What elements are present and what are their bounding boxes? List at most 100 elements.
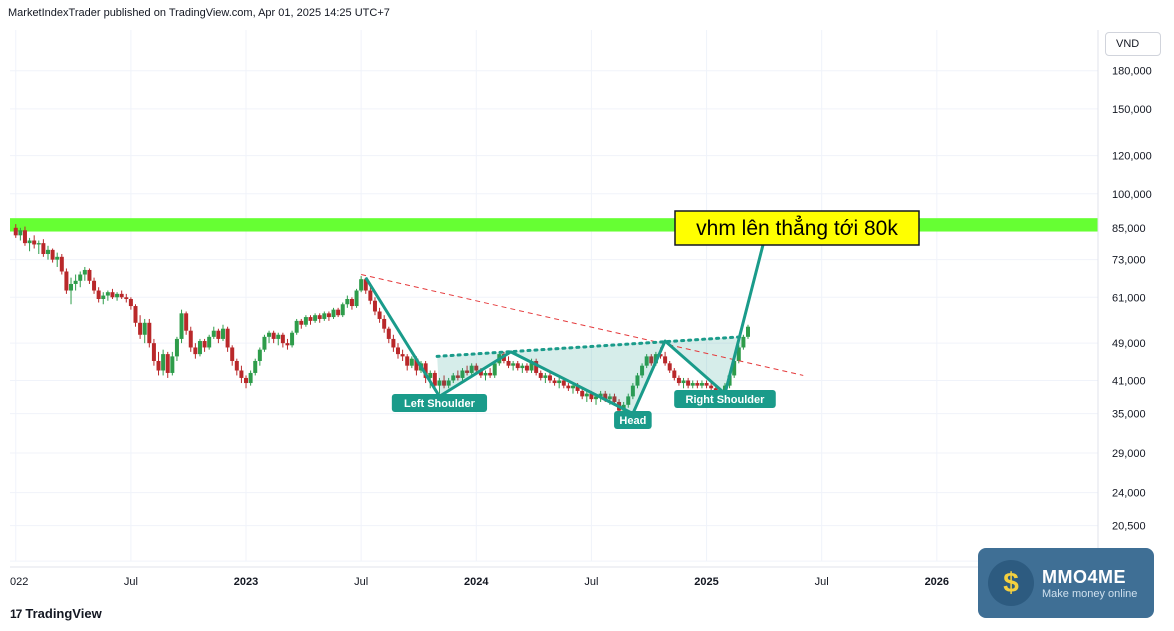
candle [391, 334, 396, 352]
candle [280, 332, 285, 348]
y-tick-label: 35,000 [1112, 409, 1146, 421]
candle-body [193, 347, 198, 355]
candle-body [409, 358, 414, 366]
candle-body [331, 309, 336, 318]
currency-selector[interactable]: VND [1105, 32, 1161, 56]
candle [230, 345, 235, 366]
candle [36, 240, 41, 255]
candle-body [382, 318, 387, 329]
candle-body [220, 328, 225, 339]
candle-body [87, 269, 92, 281]
candle [474, 363, 479, 373]
candle-body [704, 383, 709, 386]
candle-body [124, 297, 129, 300]
candle-body [663, 356, 668, 364]
candle [119, 290, 124, 300]
candle-body [271, 332, 276, 339]
candle [492, 360, 497, 378]
head-label: Head [614, 411, 652, 429]
candle [184, 311, 189, 335]
candle [13, 224, 18, 238]
candle-body [741, 336, 746, 348]
candle-body [603, 393, 608, 400]
candle-body [234, 360, 239, 371]
candle [354, 288, 359, 308]
candle-body [552, 380, 557, 384]
callout-bg [674, 210, 920, 246]
candle [115, 292, 120, 301]
pattern-fill-right [665, 336, 742, 394]
candle-body [547, 375, 552, 381]
candle-body [363, 279, 368, 291]
candle-body [207, 336, 212, 348]
candle-body [713, 388, 718, 391]
candle [303, 315, 308, 327]
candle [331, 307, 336, 319]
candle-body [460, 370, 465, 378]
x-tick-label: 2024 [464, 576, 489, 588]
candle-body [225, 328, 230, 348]
candle-body [570, 385, 575, 389]
candle [202, 338, 207, 352]
x-tick-label: Jul [584, 576, 598, 588]
candle-body [179, 313, 184, 339]
candle-body [216, 330, 221, 339]
callout-text: vhm lên thẳng tới 80k [696, 216, 898, 240]
candle [142, 318, 147, 344]
candle [676, 375, 681, 386]
candle [216, 328, 221, 344]
candle-body [308, 317, 313, 321]
candle-body [55, 256, 60, 260]
grid-layer [10, 30, 1098, 562]
candle-body [174, 338, 179, 357]
candle-body [451, 375, 456, 381]
candle-body [211, 330, 216, 337]
candle-body [147, 322, 152, 344]
candle-body [299, 320, 304, 325]
tradingview-footer[interactable]: 17 TradingView [10, 606, 102, 621]
candle-body [511, 363, 516, 366]
candle [524, 363, 529, 373]
candle [446, 377, 451, 389]
candle [405, 354, 410, 371]
candle-body [142, 322, 147, 335]
candle-body [736, 347, 741, 361]
candle-body [589, 393, 594, 400]
y-tick-label: 61,000 [1112, 292, 1146, 304]
candle [128, 297, 133, 310]
candle-body [437, 380, 442, 386]
candle-body [336, 309, 341, 316]
candle [18, 227, 23, 241]
candle [161, 349, 166, 376]
candle [635, 372, 640, 389]
candle-body [386, 328, 391, 339]
candle [138, 315, 143, 339]
tradingview-logo-icon: 17 [10, 606, 22, 621]
candle-body [635, 375, 640, 386]
candle [626, 393, 631, 408]
candle [709, 383, 714, 391]
candle [506, 356, 511, 369]
candle-body [280, 334, 285, 344]
candle-body [13, 227, 18, 236]
candle-body [745, 326, 750, 337]
candle [382, 315, 387, 333]
candle-body [313, 315, 318, 321]
y-axis: 180,000 150,000 120,000 100,000 85,000 73,000… [1097, 30, 1152, 568]
candle [640, 363, 645, 378]
candle-body [326, 313, 331, 318]
candle [386, 326, 391, 344]
candle-body [156, 360, 161, 371]
candle [469, 363, 474, 376]
candle [105, 290, 110, 301]
candle [294, 318, 299, 335]
candle [566, 383, 571, 391]
candle-body [492, 363, 497, 376]
candle [55, 252, 60, 267]
candle-body [423, 363, 428, 378]
candle-body [151, 343, 156, 361]
candle-body [400, 354, 405, 357]
candle [511, 360, 516, 371]
candle [165, 351, 170, 378]
